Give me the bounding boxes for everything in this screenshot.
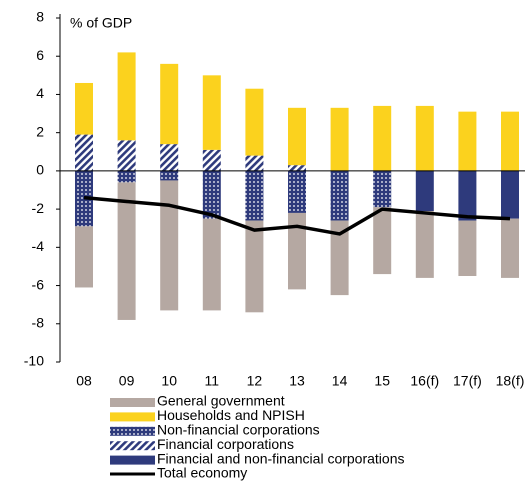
y-tick-label: 8 [36,9,44,25]
bar [202,170,221,219]
y-tick-label: -10 [24,353,44,369]
bar [415,170,434,212]
y-tick-label: -2 [32,200,45,216]
bar [202,75,221,150]
legend-swatch [110,455,155,465]
legend-label: Total economy [157,465,247,481]
bar [202,149,221,171]
legend-label: Non-financial corporations [157,422,320,438]
bar [160,180,179,311]
legend-swatch [110,441,155,451]
x-tick-label: 13 [289,373,305,389]
bar [288,170,306,213]
y-tick-label: 4 [36,85,44,101]
legend-swatch [110,426,155,436]
bar [160,170,179,181]
bar [415,105,434,171]
bar [373,207,392,275]
y-tick-label: 2 [36,123,44,139]
legend-label: Financial and non-financial corporations [157,450,404,466]
y-tick-label: -6 [32,276,45,292]
bar [75,82,93,135]
x-tick-label: 08 [76,373,92,389]
bar [288,165,306,171]
x-tick-label: 11 [205,373,220,389]
bar [373,105,392,171]
x-tick-label: 15 [374,373,390,389]
x-tick-label: 12 [247,373,263,389]
line [83,195,511,236]
bar [373,170,392,208]
bar [160,63,179,145]
bar [415,211,434,278]
bar [458,170,477,221]
bar [75,134,93,171]
x-tick-label: 09 [119,373,135,389]
bar [330,107,349,171]
y-tick-label: 0 [36,162,44,178]
bar [245,155,264,171]
bar [458,111,477,171]
bar [117,52,136,141]
legend-label: General government [157,393,285,409]
bar [501,170,519,219]
legend-label: Financial corporations [157,436,294,452]
bar [330,170,349,221]
bar [245,88,264,156]
bar [330,220,349,296]
bar [160,144,179,171]
bar [75,226,93,288]
legend-swatch [110,398,155,407]
bar [288,212,306,290]
y-tick-label: -8 [32,314,45,330]
bar [501,111,519,171]
bar [117,140,136,171]
bar [288,107,306,166]
bar [202,218,221,311]
bar [245,170,264,221]
x-tick-label: 10 [161,373,177,389]
x-tick-label: 17(f) [453,373,482,389]
x-tick-label: 18(f) [496,373,525,389]
bar [458,220,477,276]
bar [117,170,136,183]
bar [245,220,264,313]
legend-swatch [110,412,155,422]
y-tick-label: 6 [36,47,44,63]
bar [117,182,136,320]
x-tick-label: 14 [332,373,348,389]
y-axis-label: % of GDP [70,15,132,31]
bar [501,218,519,278]
legend-label: Households and NPISH [157,407,305,423]
x-tick-label: 16(f) [410,373,439,389]
y-tick-label: -4 [32,238,45,254]
